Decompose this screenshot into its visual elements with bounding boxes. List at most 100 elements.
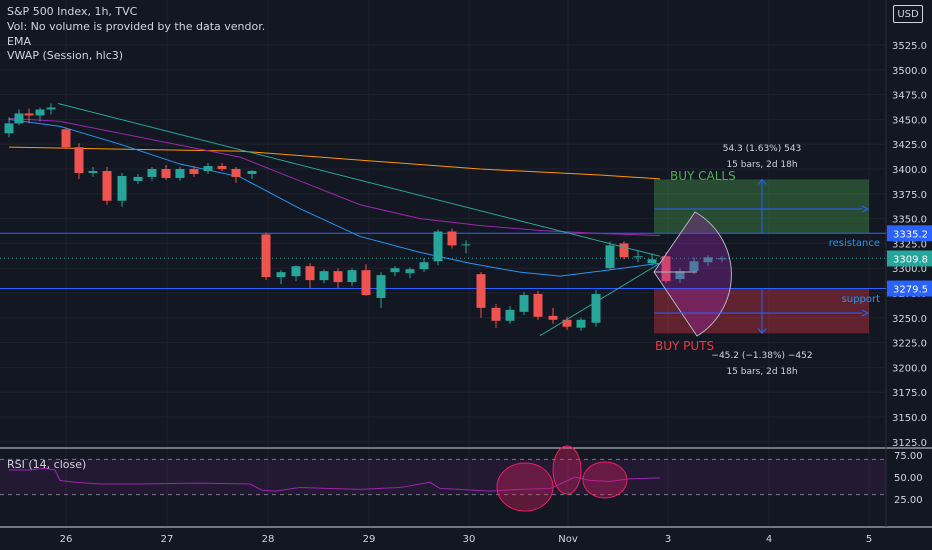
candle-body	[390, 268, 400, 273]
candle-body	[14, 113, 24, 124]
candle-body	[505, 309, 515, 321]
candle-body	[361, 270, 371, 295]
upper-bars-label: 15 bars, 2d 18h	[726, 160, 797, 170]
price-marker	[887, 280, 932, 297]
price-tick-label: 3125.0	[892, 438, 927, 449]
price-marker-label: 3335.2	[893, 229, 928, 240]
candle-body	[605, 245, 615, 269]
candle-body	[405, 269, 415, 274]
drawing-tools[interactable]	[57, 103, 870, 337]
rsi-line	[9, 467, 661, 492]
time-tick-label: 5	[866, 534, 872, 545]
candle-body	[276, 272, 286, 278]
volume-legend[interactable]: Vol: No volume is provided by the data v…	[7, 20, 266, 33]
candle-body	[491, 307, 501, 321]
rsi-band-fill	[0, 459, 886, 495]
candle-body	[261, 234, 271, 278]
price-marker-label: 3309.8	[893, 254, 928, 265]
short-measure-arrow-head	[757, 328, 767, 335]
price-tick-label: 3425.0	[892, 140, 927, 151]
candle-body	[117, 175, 127, 201]
candle-body	[333, 271, 343, 283]
rsi-pane[interactable]	[0, 445, 886, 512]
price-tick-label: 3175.0	[892, 388, 927, 399]
candle-body	[675, 271, 685, 280]
indicator-lines	[8, 117, 661, 277]
price-tick-label: 3150.0	[892, 413, 927, 424]
time-tick-label: Nov	[558, 534, 578, 545]
candle-body	[576, 319, 586, 328]
candle-body	[4, 123, 14, 134]
candle-body	[24, 113, 34, 116]
candle-body	[347, 270, 357, 283]
vwap-line	[8, 146, 661, 180]
upper-measure-label: 54.3 (1.63%) 543	[723, 144, 802, 154]
candle-body	[319, 271, 329, 281]
price-tick-label: 3250.0	[892, 314, 927, 325]
resistance-label: resistance	[829, 238, 880, 249]
candle-body	[376, 275, 386, 298]
price-tick-label: 3400.0	[892, 165, 927, 176]
vwap-legend[interactable]: VWAP (Session, hlc3)	[7, 49, 124, 62]
horizontal-levels[interactable]	[0, 232, 886, 290]
price-tick-label: 3300.0	[892, 264, 927, 275]
rsi-highlight-ellipse	[496, 462, 554, 512]
candle-body	[647, 259, 657, 264]
symbol-title[interactable]: S&P 500 Index, 1h, TVC	[7, 5, 138, 18]
time-tick-label: 4	[766, 534, 772, 545]
ema-slow-line	[8, 117, 661, 236]
price-marker	[887, 225, 932, 242]
currency-button[interactable]: USD	[893, 5, 923, 23]
lower-bars-label: 15 bars, 2d 18h	[726, 367, 797, 377]
short-projection-head	[861, 309, 870, 317]
axes: 3335.2 3309.8 3279.5	[887, 225, 932, 297]
candle-body	[161, 169, 171, 178]
time-tick-label: 29	[363, 534, 376, 545]
price-tick-label: 3200.0	[892, 363, 927, 374]
ema-fast-line	[8, 118, 661, 277]
candle-body	[703, 257, 713, 263]
candle-body	[231, 169, 241, 177]
price-marker	[887, 250, 932, 267]
candle-body	[147, 169, 157, 177]
candle-body	[88, 170, 98, 173]
time-tick-label: 3	[665, 534, 671, 545]
price-tick-label: 3225.0	[892, 339, 927, 350]
candle-body	[476, 274, 486, 308]
rsi-highlight-ellipse	[582, 461, 628, 499]
candle-body	[562, 319, 572, 327]
candle-body	[133, 176, 143, 181]
rsi-highlight-ellipse	[552, 445, 582, 495]
time-tick-label: 27	[161, 534, 174, 545]
candle-body	[619, 243, 629, 258]
ema-legend[interactable]: EMA	[7, 35, 31, 48]
candle-body	[519, 294, 529, 312]
buy-puts-label: BUY PUTS	[655, 339, 714, 353]
candle-body	[447, 231, 457, 246]
candle-body	[661, 256, 671, 282]
price-tick-label: 3325.0	[892, 239, 927, 250]
candle-body	[247, 170, 257, 174]
rsi-tick-label: 50.00	[894, 473, 923, 484]
projection-arc	[653, 211, 732, 337]
candle-body	[46, 107, 56, 110]
grid-lines	[0, 0, 932, 528]
price-marker-label: 3279.5	[893, 285, 928, 296]
rsi-legend[interactable]: RSI (14, close)	[7, 458, 87, 471]
long-measure-arrow-head	[757, 178, 767, 185]
time-tick-label: 26	[60, 534, 73, 545]
candlestick-series	[4, 103, 727, 331]
candle-body	[203, 166, 213, 171]
buy-calls-label: BUY CALLS	[670, 169, 736, 183]
price-tick-label: 3525.0	[892, 41, 927, 52]
price-tick-label: 3475.0	[892, 91, 927, 102]
time-tick-label: 28	[262, 534, 275, 545]
candle-body	[291, 266, 301, 277]
candle-body	[433, 231, 443, 262]
candle-body	[461, 244, 471, 246]
long-projection-head	[861, 205, 870, 213]
candle-body	[175, 169, 185, 178]
support-label: support	[842, 294, 880, 305]
candle-body	[305, 266, 315, 281]
